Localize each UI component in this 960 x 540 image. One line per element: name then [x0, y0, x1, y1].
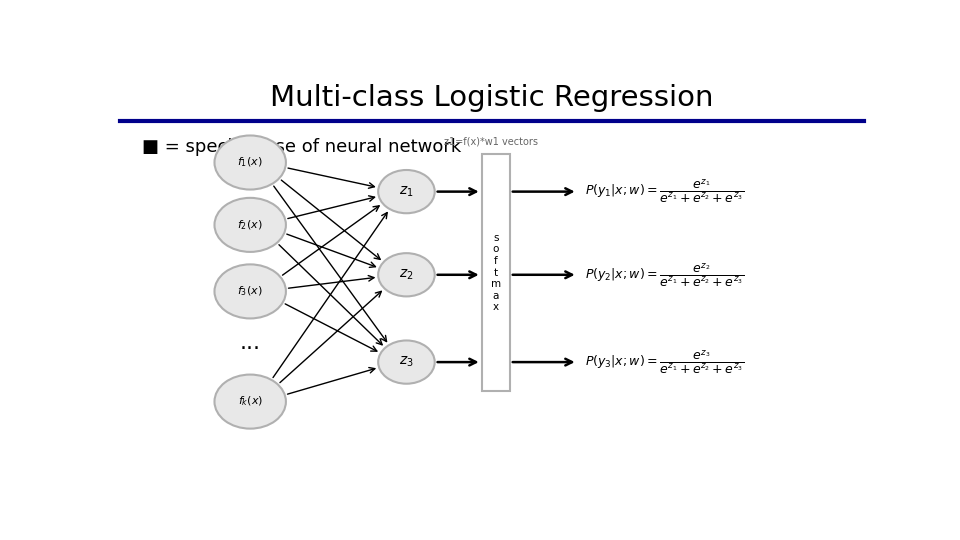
- Text: $P(y_2|x;w) = \dfrac{e^{z_2}}{e^{z_1}+e^{z_2}+e^{z_3}}$: $P(y_2|x;w) = \dfrac{e^{z_2}}{e^{z_1}+e^…: [585, 261, 744, 289]
- Ellipse shape: [214, 136, 286, 190]
- Ellipse shape: [214, 375, 286, 429]
- Text: ...: ...: [240, 333, 261, 353]
- Ellipse shape: [214, 198, 286, 252]
- Ellipse shape: [378, 170, 435, 213]
- Ellipse shape: [214, 265, 286, 319]
- Text: $z_2$: $z_2$: [399, 268, 414, 282]
- Text: $f_1(x)$: $f_1(x)$: [237, 156, 263, 170]
- Text: $z_3$: $z_3$: [399, 355, 414, 369]
- Text: $f_k(x)$: $f_k(x)$: [238, 395, 263, 408]
- Text: $P(y_1|x;w) = \dfrac{e^{z_1}}{e^{z_1}+e^{z_2}+e^{z_3}}$: $P(y_1|x;w) = \dfrac{e^{z_1}}{e^{z_1}+e^…: [585, 178, 744, 206]
- Text: Multi-class Logistic Regression: Multi-class Logistic Regression: [271, 84, 713, 112]
- Ellipse shape: [378, 341, 435, 384]
- Text: $P(y_3|x;w) = \dfrac{e^{z_3}}{e^{z_1}+e^{z_2}+e^{z_3}}$: $P(y_3|x;w) = \dfrac{e^{z_3}}{e^{z_1}+e^…: [585, 348, 744, 376]
- Ellipse shape: [378, 253, 435, 296]
- Text: z1=f(x)*w1 vectors: z1=f(x)*w1 vectors: [444, 137, 538, 147]
- Bar: [482, 154, 510, 391]
- Text: ■ = special case of neural network: ■ = special case of neural network: [142, 138, 462, 156]
- Text: $z_1$: $z_1$: [399, 185, 414, 199]
- Text: $f_2(x)$: $f_2(x)$: [237, 218, 263, 232]
- Text: $f_3(x)$: $f_3(x)$: [237, 285, 263, 298]
- Text: s
o
f
t
m
a
x: s o f t m a x: [491, 233, 501, 313]
